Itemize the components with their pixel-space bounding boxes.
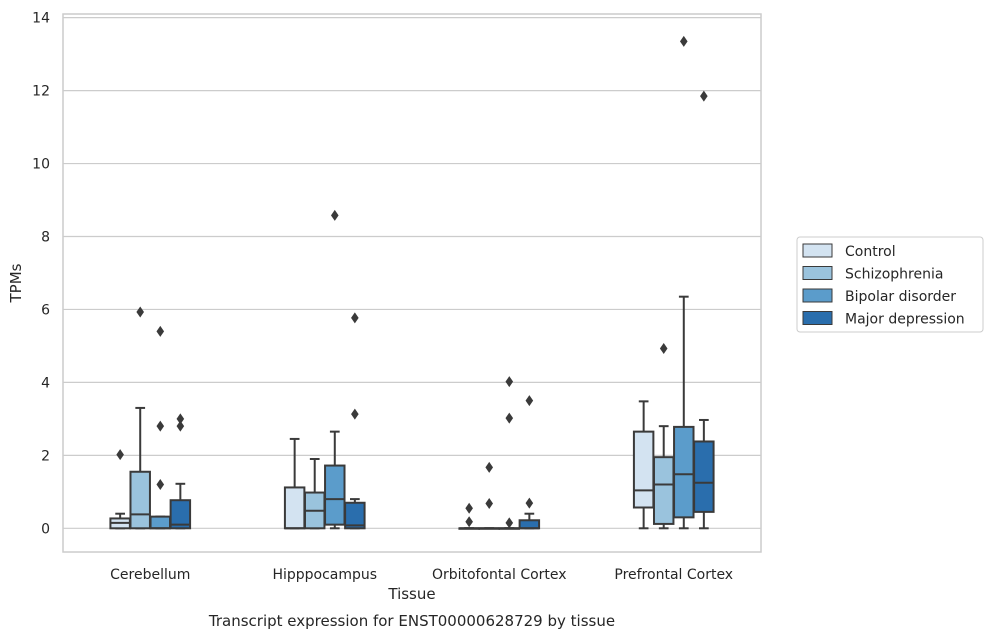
box-control-3 (632, 400, 655, 530)
outlier-point (505, 376, 514, 388)
legend: Control Schizophrenia Bipolar disorder Majo… (796, 236, 984, 333)
box-bipolar-disorder-3 (673, 35, 695, 530)
box-body (632, 430, 655, 509)
legend-swatch (802, 266, 833, 280)
outlier-point (505, 412, 514, 424)
box-body (673, 425, 695, 519)
outlier-point (176, 420, 185, 432)
x-axis-ticks: Cerebellum Hipppocampus Orbitofontal Corte… (110, 567, 733, 583)
x-tick-label: Cerebellum (110, 567, 190, 583)
outlier-point (330, 209, 339, 221)
x-axis-label: Tissue (387, 585, 435, 603)
plot-frame (62, 13, 762, 553)
x-tick-label: Hipppocampus (272, 567, 377, 583)
legend-label: Bipolar disorder (845, 289, 956, 305)
outlier-point (700, 90, 708, 102)
legend-swatch (802, 288, 833, 303)
y-axis-ticks: 0 2 4 6 8 10 12 14 (32, 11, 50, 538)
y-tick-label: 10 (32, 157, 50, 173)
gridlines (63, 17, 761, 529)
box-schizophrenia-3 (652, 342, 675, 530)
outlier-point (176, 413, 185, 425)
legend-frame (796, 236, 984, 333)
box-body (344, 501, 366, 530)
box-body (324, 464, 346, 526)
box-body (518, 519, 541, 530)
outlier-point (351, 408, 359, 420)
chart-caption: Transcript expression for ENST0000062872… (208, 612, 615, 630)
boxes (109, 35, 715, 530)
outlier-point (116, 449, 124, 461)
box-bipolar-disorder-2 (498, 376, 521, 530)
box-body (283, 486, 306, 530)
y-axis-label: TPMs (7, 263, 25, 303)
box-body (169, 499, 192, 530)
x-tick-label: Orbitofontal Cortex (432, 567, 567, 583)
box-bipolar-disorder-0 (149, 325, 172, 530)
y-tick-label: 4 (41, 375, 50, 391)
box-schizophrenia-0 (129, 306, 151, 530)
box-control-0 (109, 449, 131, 530)
outlier-point (156, 420, 165, 432)
outlier-point (505, 517, 514, 529)
box-body (149, 515, 172, 530)
outlier-point (525, 395, 534, 407)
box-bipolar-disorder-1 (324, 209, 346, 530)
box-major-depression-1 (344, 312, 366, 530)
outlier-point (136, 306, 145, 318)
outlier-point (351, 312, 359, 324)
y-tick-label: 6 (41, 302, 50, 318)
outlier-point (156, 325, 165, 337)
box-control-2 (458, 502, 480, 530)
x-tick-label: Prefrontal Cortex (614, 567, 733, 583)
box-major-depression-3 (693, 90, 715, 530)
y-tick-label: 8 (41, 229, 50, 245)
box-body (652, 456, 675, 525)
outlier-point (485, 497, 494, 509)
legend-label: Schizophrenia (845, 267, 943, 283)
box-major-depression-2 (518, 395, 541, 530)
y-tick-label: 12 (32, 84, 50, 100)
outlier-point (156, 479, 165, 491)
box-major-depression-0 (169, 413, 192, 530)
y-tick-label: 14 (32, 11, 50, 27)
box-body (129, 470, 151, 530)
y-tick-label: 0 (41, 521, 50, 537)
box-control-1 (283, 437, 306, 530)
box-schizophrenia-1 (303, 457, 326, 530)
legend-label: Control (845, 244, 896, 260)
outlier-point (485, 461, 494, 473)
outlier-point (465, 502, 473, 514)
outlier-point (659, 342, 668, 354)
legend-swatch (802, 243, 833, 258)
box-schizophrenia-2 (478, 461, 500, 530)
box-body (693, 440, 715, 513)
outlier-point (465, 516, 473, 528)
outlier-point (679, 35, 688, 47)
y-tick-label: 2 (41, 448, 50, 464)
legend-label: Major depression (845, 312, 965, 328)
legend-swatch (802, 311, 833, 325)
outlier-point (525, 497, 534, 509)
